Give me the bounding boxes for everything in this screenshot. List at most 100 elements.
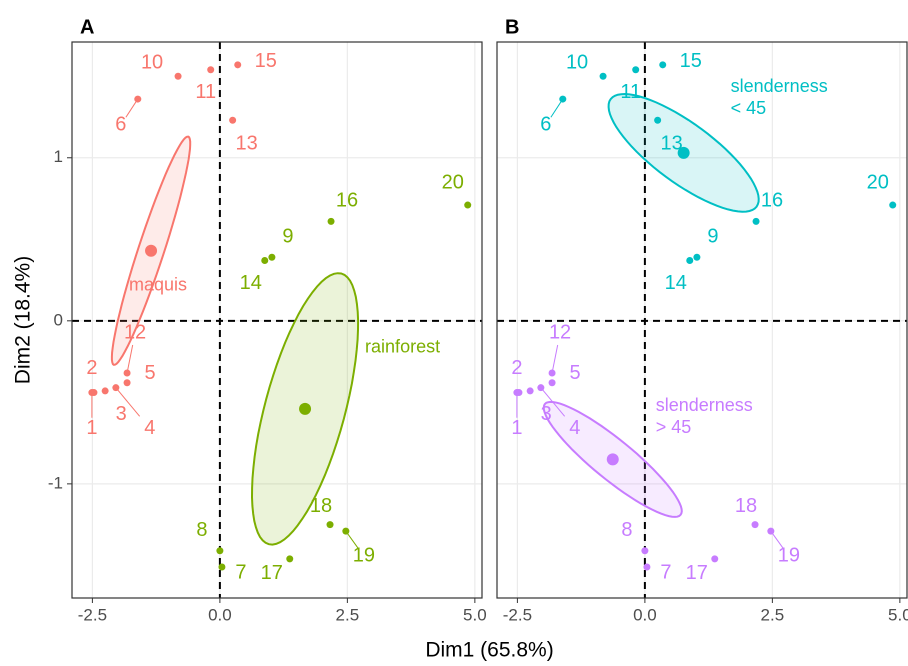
point-label: 20 [442, 171, 464, 193]
point-label: 9 [282, 226, 293, 248]
point [218, 563, 226, 571]
point [599, 72, 607, 80]
point-label: 8 [621, 519, 632, 541]
x-tick-label: -2.5 [78, 605, 107, 624]
panel-label: A [80, 16, 94, 38]
point [342, 527, 350, 535]
point [134, 95, 142, 103]
point [559, 95, 567, 103]
point [229, 116, 237, 124]
point-label: 13 [236, 133, 258, 155]
x-axis-title: Dim1 (65.8%) [425, 639, 553, 662]
point [327, 217, 335, 225]
point-label: 5 [570, 362, 581, 384]
point [101, 387, 109, 395]
point [112, 384, 120, 392]
label-connector [126, 344, 134, 374]
point [515, 389, 523, 397]
point [268, 253, 276, 261]
point-label: 14 [240, 272, 262, 294]
panel-border [496, 41, 908, 599]
y-axis-title: Dim2 (18.4%) [12, 256, 35, 384]
centroid [299, 402, 312, 415]
label-connector [551, 344, 559, 374]
point [889, 201, 897, 209]
point-label: 17 [261, 562, 283, 584]
point-label: 12 [124, 321, 146, 343]
y-tick-label: 0 [54, 310, 63, 329]
point [767, 527, 775, 535]
group-label: rainforest [365, 337, 440, 357]
label-connector [540, 387, 566, 417]
point-label: 11 [195, 81, 216, 103]
point-label: 19 [778, 544, 800, 566]
point [686, 256, 694, 264]
point-label: 19 [353, 544, 375, 566]
point [752, 217, 760, 225]
point [641, 547, 649, 555]
point-label: 10 [141, 52, 163, 74]
point [123, 379, 131, 387]
point [659, 61, 667, 69]
group-label: maquis [129, 274, 187, 294]
point-label: 9 [707, 226, 718, 248]
point [90, 389, 98, 397]
centroid [606, 453, 619, 466]
x-tick-label: -2.5 [503, 605, 532, 624]
point [261, 256, 269, 264]
point-label: 18 [310, 495, 332, 517]
label-connector [115, 387, 141, 417]
y-tick-label: 1 [54, 147, 63, 166]
point [548, 369, 556, 377]
point [537, 384, 545, 392]
point-label: 1 [511, 417, 522, 439]
point [693, 253, 701, 261]
point-label: 1 [86, 417, 97, 439]
y-tick-label: -1 [48, 473, 63, 492]
point-label: 20 [867, 171, 889, 193]
point [654, 116, 662, 124]
group-label: slenderness < 45 [730, 75, 828, 118]
point-label: 11 [620, 81, 641, 103]
point-label: 16 [336, 190, 358, 212]
x-tick-label: 5.0 [463, 605, 487, 624]
point [632, 66, 640, 74]
point-label: 16 [761, 190, 783, 212]
centroid [145, 244, 158, 257]
x-tick-label: 2.5 [336, 605, 360, 624]
point-label: 15 [680, 50, 702, 72]
point [286, 555, 294, 563]
point-label: 8 [196, 519, 207, 541]
point [464, 201, 472, 209]
point-label: 17 [686, 562, 708, 584]
point [174, 72, 182, 80]
point-label: 6 [540, 113, 551, 135]
point [216, 547, 224, 555]
point [207, 66, 215, 74]
label-connector [125, 98, 139, 118]
point-label: 10 [566, 52, 588, 74]
point-label: 18 [735, 495, 757, 517]
x-tick-label: 0.0 [208, 605, 232, 624]
point-label: 2 [511, 357, 522, 379]
point [643, 563, 651, 571]
x-tick-label: 0.0 [633, 605, 657, 624]
point-label: 7 [235, 561, 246, 583]
group-label: slenderness > 45 [655, 395, 753, 438]
point [751, 521, 759, 529]
point-label: 3 [116, 403, 127, 425]
point [526, 387, 534, 395]
point-label: 3 [541, 403, 552, 425]
point-label: 4 [569, 417, 580, 439]
panel-label: B [505, 16, 519, 38]
panel-border [71, 41, 483, 599]
label-connector [550, 98, 564, 118]
point-label: 5 [145, 362, 156, 384]
point-label: 2 [86, 357, 97, 379]
point [326, 521, 334, 529]
x-tick-label: 2.5 [761, 605, 785, 624]
point-label: 13 [661, 133, 683, 155]
x-tick-label: 5.0 [888, 605, 908, 624]
